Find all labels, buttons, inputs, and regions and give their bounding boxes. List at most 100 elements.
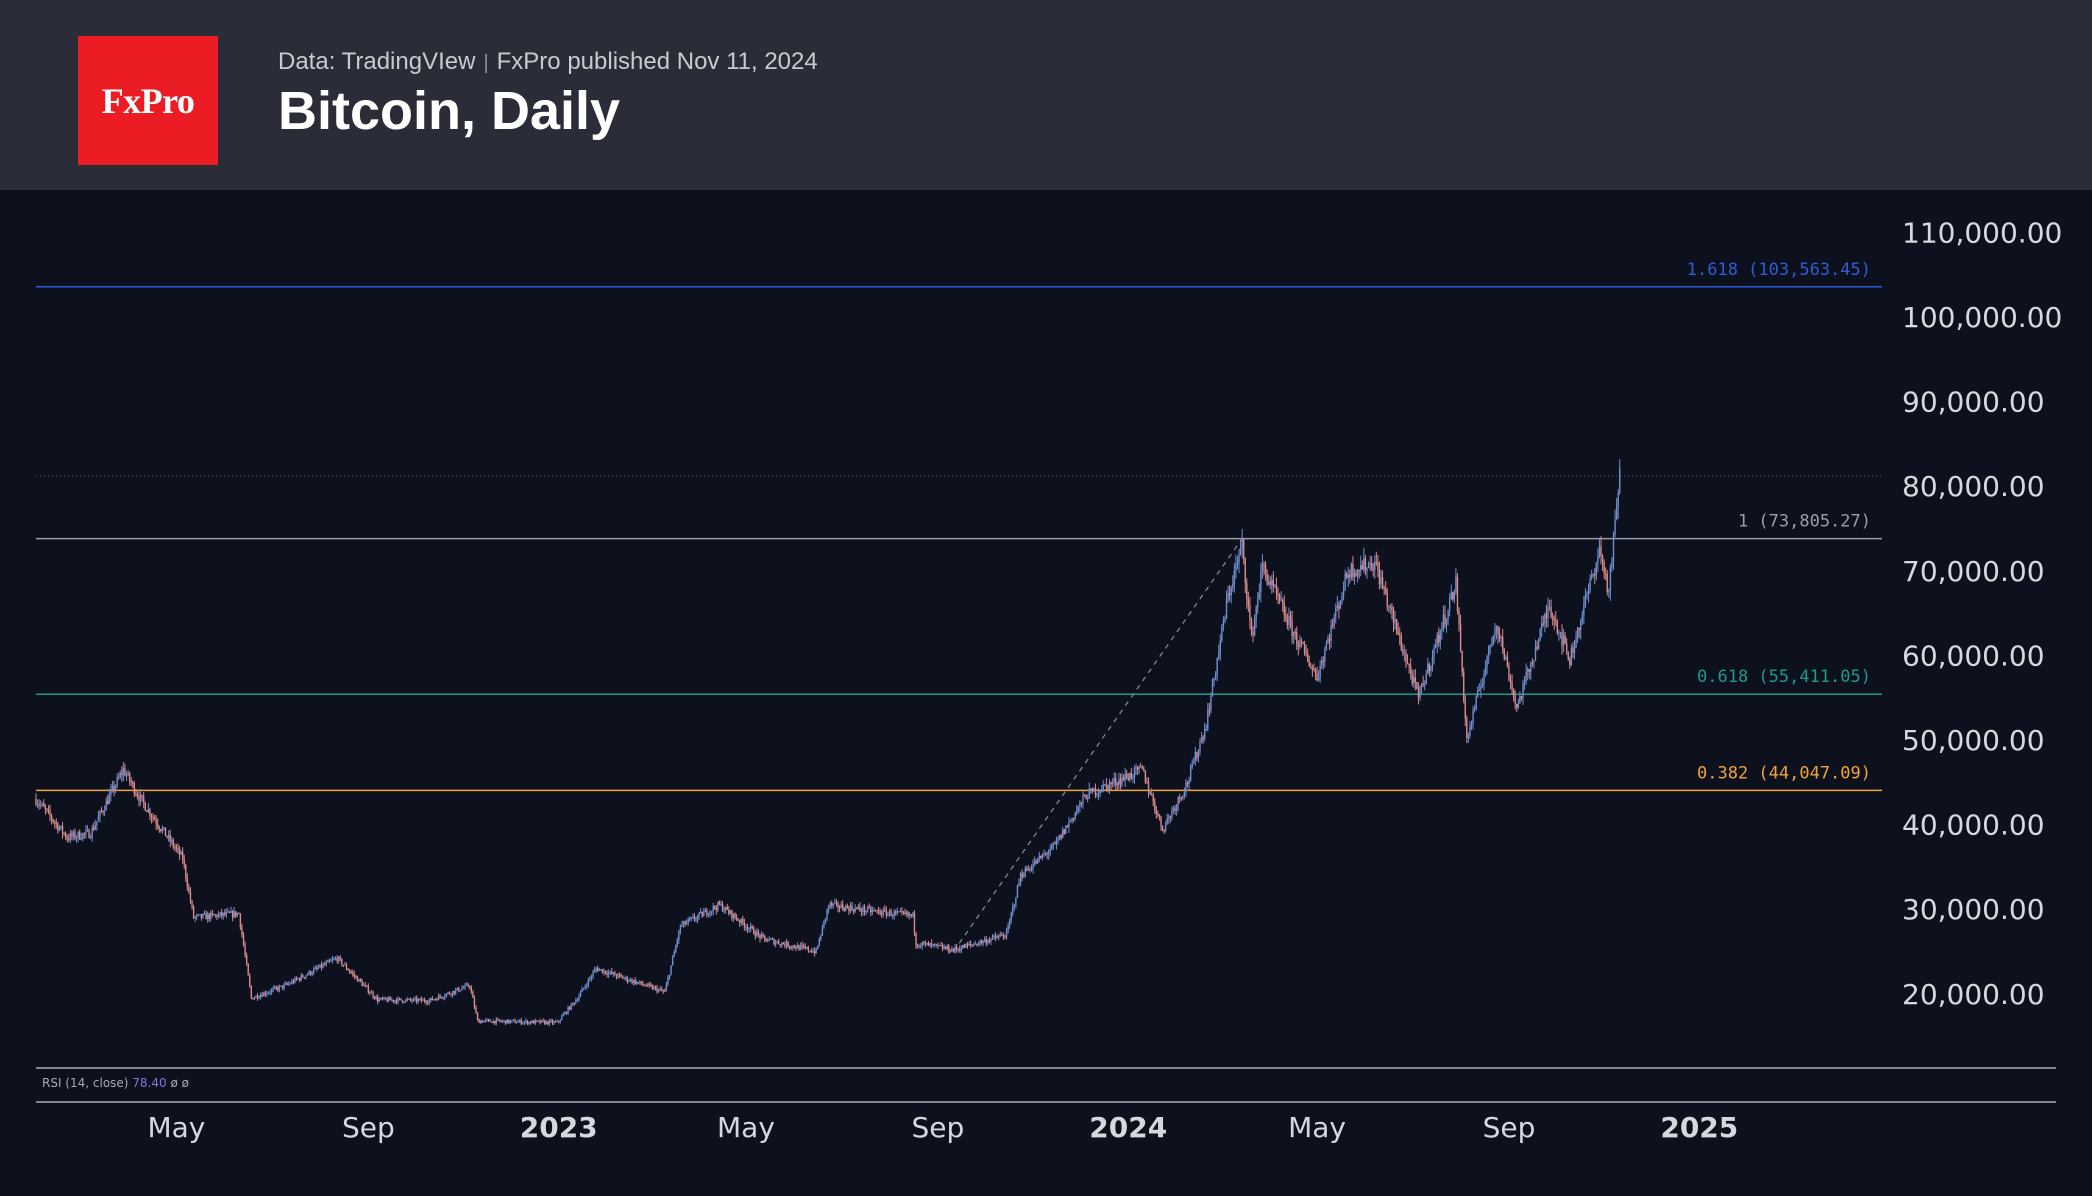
candle-body: [707, 914, 710, 916]
candle-body: [1481, 683, 1484, 688]
candle-body: [698, 912, 700, 917]
candle-body: [553, 1021, 555, 1024]
candle-body: [679, 926, 682, 931]
candle-body: [1228, 593, 1231, 596]
candle-body: [1453, 591, 1456, 600]
candle-body: [1129, 773, 1131, 780]
candle-body: [1291, 620, 1293, 637]
candle-body: [1594, 574, 1596, 576]
candle-body: [1395, 619, 1398, 632]
candle-body: [1127, 777, 1129, 780]
candle-body: [773, 939, 775, 945]
candle-body: [865, 911, 867, 913]
candle-body: [746, 927, 749, 930]
candle-body: [216, 914, 218, 918]
candle-body: [97, 816, 100, 822]
candle-body: [1260, 571, 1262, 593]
candle-body: [1035, 861, 1037, 864]
y-tick-label: 110,000.00: [1902, 216, 2062, 249]
candle-body: [592, 972, 594, 977]
candle-body: [1378, 569, 1381, 585]
candle-body: [767, 940, 769, 942]
candle-body: [1502, 637, 1504, 650]
candle-body: [275, 987, 277, 989]
candle-body: [782, 942, 785, 945]
candle-body: [74, 832, 76, 839]
candle-body: [815, 948, 817, 954]
candle-body: [1516, 703, 1518, 708]
candle-body: [484, 1019, 487, 1021]
candle-body: [636, 981, 638, 984]
candle-body: [520, 1020, 522, 1024]
candle-body: [732, 913, 735, 919]
candle-body: [241, 927, 243, 935]
candle-body: [86, 829, 89, 831]
candle-body: [918, 946, 920, 948]
candle-body: [642, 984, 644, 986]
candle-body: [71, 833, 73, 837]
candle-body: [926, 942, 928, 944]
candle-body: [1179, 797, 1181, 799]
candle-body: [317, 967, 320, 969]
candle-body: [108, 794, 111, 804]
candle-body: [1037, 858, 1039, 864]
candle-body: [289, 983, 292, 985]
candle-body: [1339, 600, 1342, 609]
candle-body: [628, 981, 630, 983]
candle-body: [211, 912, 214, 914]
candle-body: [1058, 835, 1061, 840]
candle-body: [146, 810, 148, 813]
candle-body: [1408, 663, 1410, 667]
candle-body: [857, 906, 859, 909]
candle-body: [904, 912, 906, 914]
candle-body: [431, 998, 434, 1001]
candle-body: [1144, 770, 1147, 783]
candle-body: [1534, 646, 1537, 661]
candle-body: [1269, 581, 1271, 585]
candle-body: [1551, 616, 1554, 619]
candle-body: [186, 877, 189, 888]
candle-body: [1570, 647, 1573, 666]
candle-body: [1466, 718, 1468, 738]
candle-body: [787, 941, 789, 947]
candle-body: [1587, 590, 1590, 594]
candle-body: [721, 903, 724, 911]
candle-body: [63, 833, 65, 835]
candle-body: [422, 999, 424, 1001]
candle-body: [255, 995, 257, 998]
candle-body: [323, 964, 326, 966]
candle-body: [1283, 603, 1285, 616]
candle-body: [161, 828, 164, 831]
candle-body: [618, 974, 621, 976]
candle-body: [1399, 634, 1401, 637]
y-tick-label: 20,000.00: [1902, 978, 2045, 1011]
candle-body: [932, 944, 934, 946]
candle-body: [1105, 783, 1108, 785]
candle-body: [1547, 607, 1549, 619]
candle-body: [1606, 574, 1608, 592]
candle-body: [1054, 843, 1056, 845]
candle-body: [1533, 660, 1535, 663]
candle-body: [749, 926, 752, 929]
candle-body: [375, 996, 377, 999]
candle-body: [870, 907, 872, 913]
candle-body: [158, 826, 160, 830]
x-tick-label: 2023: [520, 1111, 598, 1144]
candle-body: [1414, 677, 1417, 683]
candle-body: [1280, 600, 1282, 602]
chart-header: FxPro Data: TradingVIew | FxPro published …: [0, 0, 2092, 190]
candle-body: [464, 985, 466, 988]
candle-body: [1477, 690, 1479, 697]
candle-body: [1580, 620, 1582, 631]
candle-body: [69, 833, 72, 840]
candle-body: [963, 944, 966, 948]
candle-body: [328, 960, 331, 962]
candle-body: [955, 946, 958, 950]
candle-body: [1122, 777, 1125, 781]
candle-body: [355, 976, 357, 978]
candle-body: [1573, 647, 1576, 653]
candle-body: [72, 832, 75, 837]
candle-body: [1459, 623, 1462, 651]
candle-body: [495, 1019, 497, 1024]
candle-body: [1325, 643, 1328, 651]
